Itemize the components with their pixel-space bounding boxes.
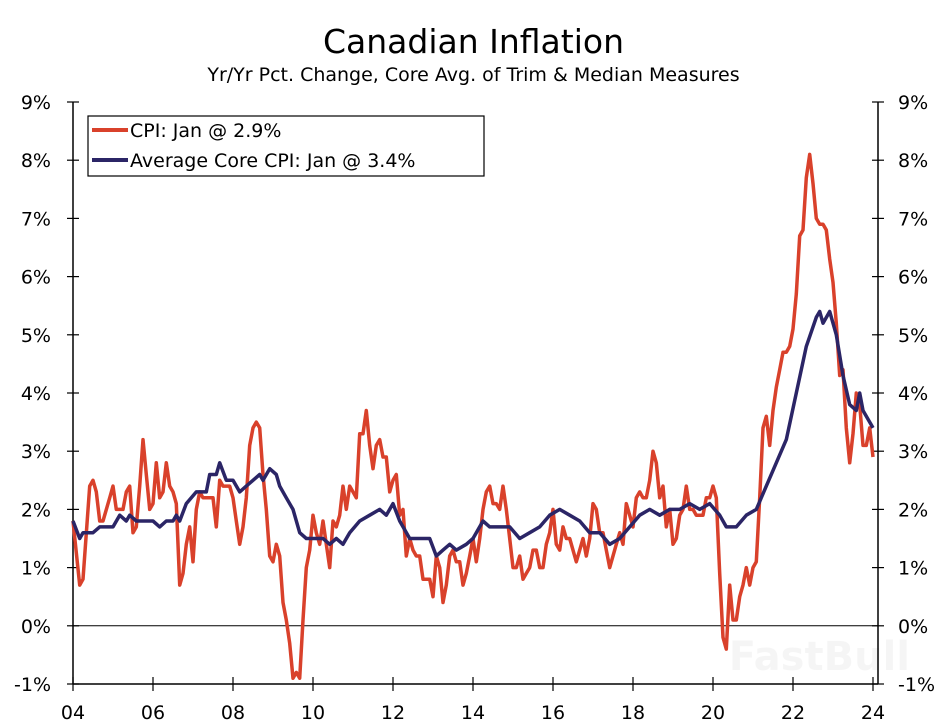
y-tick-label-right: 8%: [898, 150, 928, 172]
y-tick-label-left: 7%: [21, 208, 51, 230]
y-tick-label-left: 3%: [21, 441, 51, 463]
x-tick-label: 20: [701, 702, 725, 724]
y-tick-label-left: 2%: [21, 499, 51, 521]
y-tick-label-right: 7%: [898, 208, 928, 230]
y-tick-label-right: 2%: [898, 499, 928, 521]
series-line-core: [71, 309, 875, 558]
x-tick-label: 08: [221, 702, 245, 724]
y-tick-label-left: 6%: [21, 267, 51, 289]
y-tick-label-left: 8%: [21, 150, 51, 172]
y-tick-label-right: -1%: [898, 674, 935, 696]
y-tick-label-left: 0%: [21, 616, 51, 638]
y-tick-label-right: 1%: [898, 558, 928, 580]
legend: CPI: Jan @ 2.9% Average Core CPI: Jan @ …: [87, 115, 485, 177]
legend-label-core: Average Core CPI: Jan @ 3.4%: [130, 150, 415, 172]
y-tick-label-left: 5%: [21, 325, 51, 347]
legend-box: [87, 115, 485, 177]
x-tick-label: 04: [61, 702, 85, 724]
chart-subtitle: Yr/Yr Pct. Change, Core Avg. of Trim & M…: [207, 64, 740, 86]
y-tick-label-right: 9%: [898, 92, 928, 114]
x-tick-label: 14: [461, 702, 485, 724]
y-tick-label-left: 1%: [21, 558, 51, 580]
x-tick-label: 22: [781, 702, 805, 724]
y-tick-label-right: 0%: [898, 616, 928, 638]
x-tick-label: 16: [541, 702, 565, 724]
x-tick-label: 10: [301, 702, 325, 724]
y-tick-label-right: 6%: [898, 267, 928, 289]
x-tick-label: 18: [621, 702, 645, 724]
x-tick-label: 06: [141, 702, 165, 724]
series-line-cpi: [71, 152, 875, 680]
y-tick-label-left: 9%: [21, 92, 51, 114]
y-tick-label-left: -1%: [14, 674, 51, 696]
watermark: FastBull: [729, 634, 910, 680]
legend-label-cpi: CPI: Jan @ 2.9%: [130, 120, 281, 142]
x-tick-label: 24: [861, 702, 885, 724]
chart-title: Canadian Inflation: [322, 22, 624, 61]
x-tick-label: 12: [381, 702, 405, 724]
y-tick-label-right: 4%: [898, 383, 928, 405]
y-tick-label-left: 4%: [21, 383, 51, 405]
y-tick-label-right: 3%: [898, 441, 928, 463]
y-tick-label-right: 5%: [898, 325, 928, 347]
